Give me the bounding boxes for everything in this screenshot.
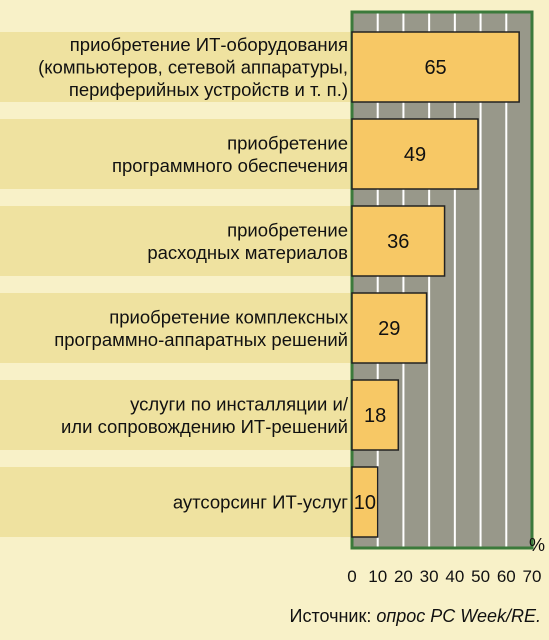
bar-value-label: 36 bbox=[387, 231, 409, 253]
bar bbox=[351, 31, 520, 103]
row-band bbox=[0, 206, 352, 276]
row-band bbox=[0, 467, 352, 537]
plot-border bbox=[350, 10, 534, 550]
x-tick-label: 10 bbox=[368, 567, 387, 586]
x-tick-label: 30 bbox=[420, 567, 439, 586]
bar-value-label: 65 bbox=[424, 57, 446, 79]
bar-value-label: 49 bbox=[404, 144, 426, 166]
bar bbox=[351, 466, 379, 538]
row-band bbox=[0, 293, 352, 363]
category-label: приобретение программного обеспечения bbox=[112, 132, 348, 176]
x-tick-label: 50 bbox=[471, 567, 490, 586]
source-note: Источник: опрос PC Week/RE. bbox=[290, 606, 542, 627]
row-band bbox=[0, 380, 352, 450]
x-tick-label: 20 bbox=[394, 567, 413, 586]
category-label: приобретение комплексных программно-аппар… bbox=[54, 306, 349, 350]
category-label: приобретение расходных материалов bbox=[147, 219, 348, 263]
x-tick-label: 70 bbox=[523, 567, 542, 586]
bar bbox=[351, 379, 400, 451]
bar-value-label: 29 bbox=[378, 318, 400, 340]
x-tick-label: 60 bbox=[497, 567, 516, 586]
category-label: приобретение ИТ-оборудования (компьютеров… bbox=[38, 34, 348, 100]
x-tick-label: 40 bbox=[445, 567, 464, 586]
row-band bbox=[0, 32, 352, 102]
bar-value-label: 18 bbox=[364, 405, 386, 427]
bar bbox=[351, 205, 446, 277]
source-prefix: Источник: bbox=[289, 606, 377, 626]
bar-value-label: 10 bbox=[354, 492, 376, 514]
bar bbox=[351, 118, 479, 190]
bar bbox=[351, 292, 428, 364]
category-label: услуги по инсталляции и/или сопровождени… bbox=[61, 393, 349, 437]
axis-unit-label: % bbox=[529, 535, 545, 555]
row-band bbox=[0, 119, 352, 189]
x-tick-label: 0 bbox=[347, 567, 356, 586]
source-text: опрос PC Week/RE. bbox=[376, 606, 541, 626]
category-label: аутсорсинг ИТ-услуг bbox=[173, 492, 348, 513]
